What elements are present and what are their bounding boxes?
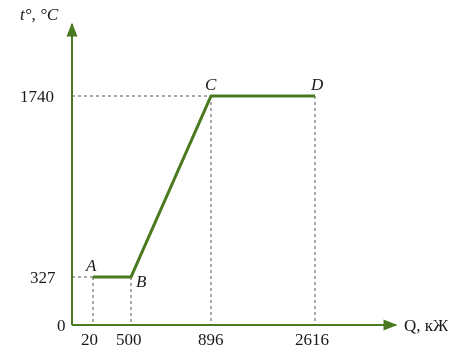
point-label-D: D [310, 75, 324, 94]
y-axis-title: t°, °C [20, 5, 59, 24]
point-label-A: A [85, 256, 97, 275]
x-tick-label-2616: 2616 [295, 330, 329, 349]
point-label-B: B [136, 272, 147, 291]
series-line [93, 94, 315, 279]
origin-label: 0 [57, 316, 66, 335]
y-tick-label-1740: 1740 [20, 87, 54, 106]
x-tick-label-20: 20 [81, 330, 98, 349]
x-axis-title: Q, кЖ [404, 316, 449, 335]
x-tick-label-896: 896 [198, 330, 224, 349]
x-tick-label-500: 500 [116, 330, 142, 349]
point-label-C: C [205, 75, 217, 94]
y-tick-label-327: 327 [30, 268, 56, 287]
